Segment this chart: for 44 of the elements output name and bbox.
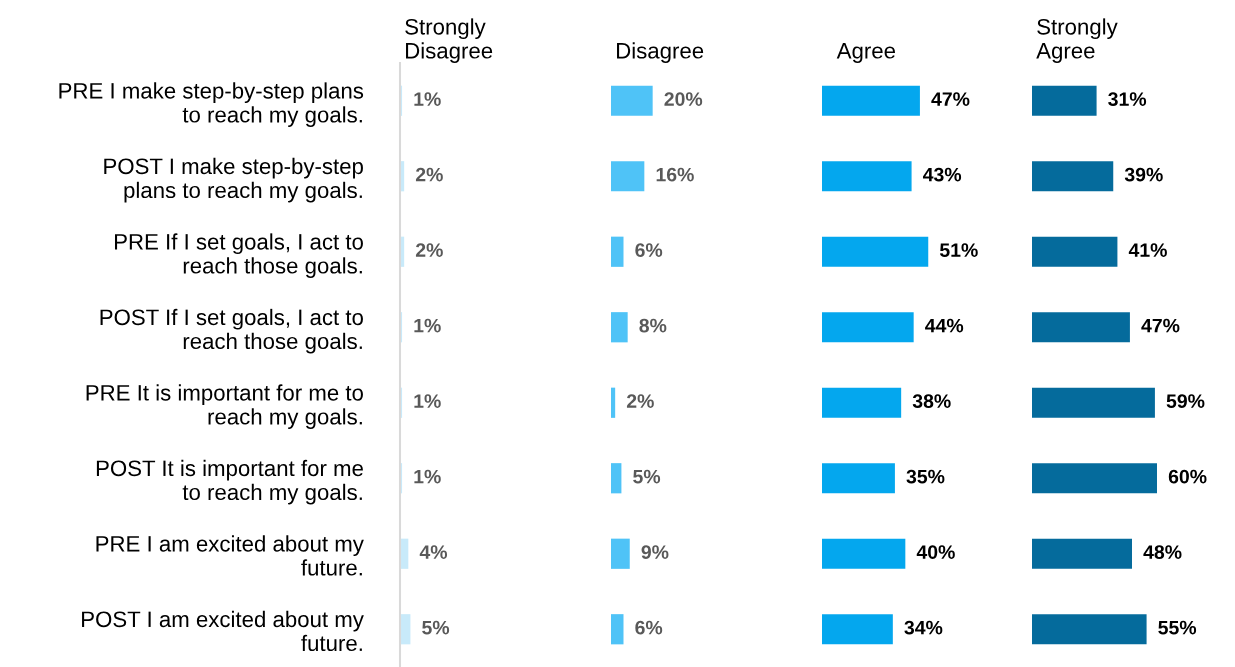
data-label: 41% [1128, 243, 1167, 257]
data-label: 2% [415, 167, 443, 182]
data-label: 8% [639, 318, 667, 333]
data-label: 48% [1143, 545, 1182, 559]
data-label: 4% [419, 545, 448, 559]
y-tick-label: POST If I set goals, I act to reach those goals. [100, 308, 363, 354]
data-label: 6% [635, 620, 663, 635]
data-label: 35% [906, 469, 945, 484]
y-tick-label: POST I make step-by-step plans to reach my goals. [104, 157, 363, 203]
y-tick-label: PRE I make step-by-step plans to reach my goals. [59, 82, 364, 127]
data-label: 2% [626, 394, 654, 408]
y-tick-label: POST I am excited about my future. [82, 610, 364, 652]
data-label: 2% [415, 243, 443, 257]
data-label: 20% [664, 92, 703, 106]
data-label: 5% [633, 469, 661, 484]
data-label: 59% [1166, 394, 1205, 408]
data-label: 44% [925, 318, 964, 333]
y-tick-label: POST It is important for me to reach my goals. [96, 459, 363, 505]
chart-title: Disagree [617, 42, 704, 63]
data-label: 1% [414, 394, 441, 408]
data-label: 31% [1108, 92, 1147, 106]
data-label: 51% [939, 243, 978, 257]
y-tick-label: PRE If I set goals, I act to reach those goals. [115, 233, 363, 278]
data-label: 5% [422, 620, 450, 635]
data-label: 34% [904, 620, 943, 635]
data-label: 16% [656, 167, 694, 182]
y-tick-label: PRE I am excited about my future. [96, 535, 364, 576]
data-label: 6% [635, 243, 663, 257]
data-label: 1% [414, 92, 441, 106]
data-label: 39% [1124, 167, 1163, 182]
data-label: 60% [1168, 469, 1207, 484]
chart-title: Strongly Disagree [405, 18, 493, 63]
chart-title: Strongly Agree [1036, 18, 1118, 63]
data-label: 1% [414, 318, 441, 333]
data-label: 9% [641, 545, 669, 559]
chart-title: Agree [836, 43, 896, 63]
data-label: 55% [1158, 620, 1197, 635]
data-label: 47% [931, 92, 970, 106]
y-tick-label: PRE It is important for me to reach my goals. [86, 384, 363, 429]
data-label: 38% [912, 394, 951, 408]
data-label: 1% [414, 469, 441, 484]
data-label: 47% [1141, 318, 1180, 333]
data-label: 43% [922, 167, 962, 182]
data-label: 40% [916, 545, 955, 559]
